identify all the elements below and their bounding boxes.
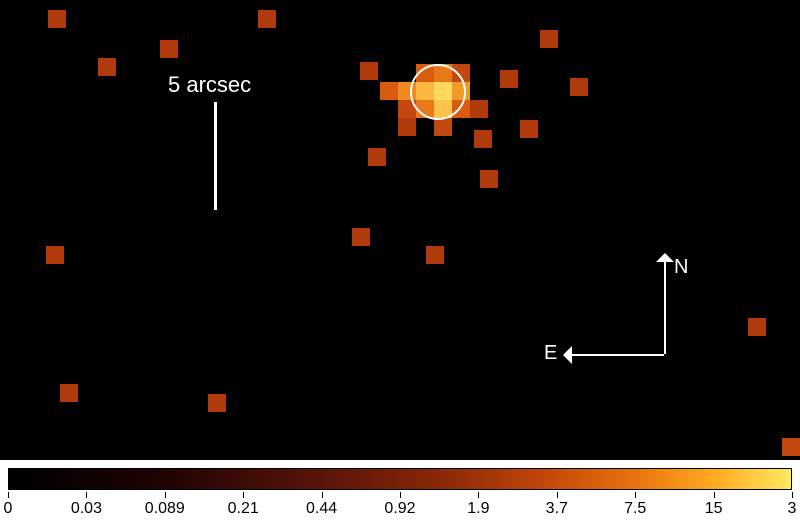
- colorbar: [8, 468, 792, 490]
- colorbar-container: 0 0.03 0.089 0.21 0.44 0.92 1.9 3.7 7.5 15 3: [0, 462, 800, 530]
- heatmap-pixel: [48, 10, 66, 28]
- colorbar-tick-label: 1.9: [467, 500, 489, 518]
- heatmap-pixel: [360, 62, 378, 80]
- colorbar-tick-label: 0.92: [384, 500, 415, 518]
- colorbar-tick-label: 0.03: [71, 500, 102, 518]
- heatmap-pixel: [98, 58, 116, 76]
- colorbar-tick: [400, 492, 401, 498]
- heatmap-pixel: [782, 438, 800, 456]
- heatmap-pixel: [520, 120, 538, 138]
- source-marker-circle: [410, 64, 466, 120]
- colorbar-tick-label: 0: [4, 500, 13, 518]
- colorbar-tick-label: 3.7: [546, 500, 568, 518]
- heatmap-pixel: [426, 246, 444, 264]
- heatmap-pixel: [434, 118, 452, 136]
- compass-east-arrow: [563, 346, 572, 364]
- heatmap-pixel: [470, 100, 488, 118]
- heatmap-pixel: [368, 148, 386, 166]
- heatmap-pixel: [474, 130, 492, 148]
- heatmap-pixel: [500, 70, 518, 88]
- colorbar-tick: [322, 492, 323, 498]
- colorbar-tick: [8, 492, 9, 498]
- heatmap-pixel: [570, 78, 588, 96]
- scale-bar: [214, 102, 217, 210]
- heatmap-pixel: [208, 394, 226, 412]
- sky-field: [0, 0, 800, 460]
- colorbar-tick-label: 0.21: [228, 500, 259, 518]
- colorbar-tick: [86, 492, 87, 498]
- colorbar-tick-label: 0.089: [145, 500, 185, 518]
- heatmap-pixel: [380, 82, 398, 100]
- colorbar-tick-label: 0.44: [306, 500, 337, 518]
- heatmap-pixel: [352, 228, 370, 246]
- colorbar-tick: [792, 492, 793, 498]
- heatmap-pixel: [540, 30, 558, 48]
- colorbar-ticks: 00.030.0890.210.440.921.93.77.5153: [8, 492, 792, 522]
- compass-north-arrow: [656, 253, 674, 262]
- colorbar-tick: [635, 492, 636, 498]
- heatmap-pixel: [60, 384, 78, 402]
- colorbar-tick-label: 7.5: [624, 500, 646, 518]
- compass-north-label: N: [674, 256, 688, 279]
- colorbar-tick: [557, 492, 558, 498]
- heatmap-pixel: [258, 10, 276, 28]
- heatmap-pixel: [160, 40, 178, 58]
- colorbar-tick-label: 15: [705, 500, 723, 518]
- compass-east-label: E: [544, 342, 557, 365]
- scale-label: 5 arcsec: [168, 72, 251, 98]
- compass-east-line: [572, 354, 664, 356]
- compass-north-line: [664, 262, 666, 354]
- heatmap-pixel: [398, 118, 416, 136]
- colorbar-tick: [714, 492, 715, 498]
- colorbar-tick: [478, 492, 479, 498]
- heatmap-pixel: [480, 170, 498, 188]
- heatmap-pixel: [46, 246, 64, 264]
- heatmap-pixel: [748, 318, 766, 336]
- colorbar-tick: [165, 492, 166, 498]
- colorbar-tick-label: 3: [788, 500, 797, 518]
- colorbar-tick: [243, 492, 244, 498]
